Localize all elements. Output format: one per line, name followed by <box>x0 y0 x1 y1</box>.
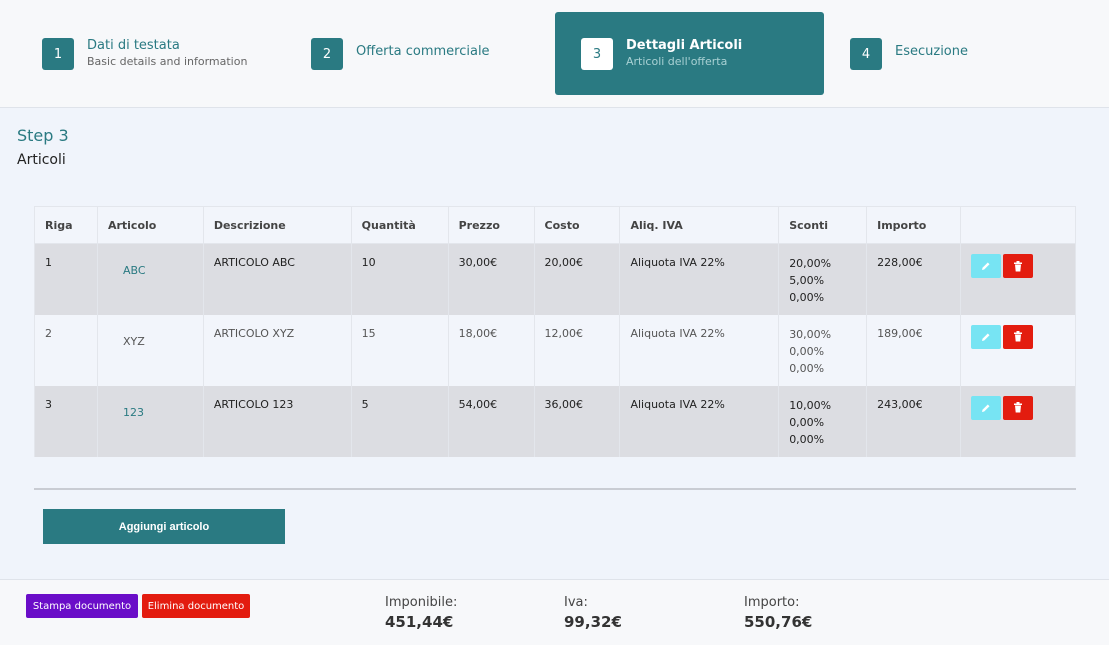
cell-sconti: 10,00% 0,00% 0,00% <box>778 385 868 457</box>
step-number: 1 <box>42 38 74 70</box>
imponibile-label: Imponibile: <box>385 595 458 610</box>
discount-value: 5,00% <box>789 274 825 287</box>
delete-button[interactable] <box>1003 324 1034 349</box>
stepper: 1 Dati di testata Basic details and info… <box>0 0 1109 108</box>
edit-button[interactable] <box>971 395 1002 420</box>
pencil-icon <box>982 404 990 412</box>
step-number: 2 <box>311 38 343 70</box>
header-costo: Costo <box>533 206 621 244</box>
cell-sconti: 30,00% 0,00% 0,00% <box>778 314 868 386</box>
print-document-button[interactable]: Stampa documento <box>26 594 138 618</box>
cell-actions <box>960 314 1076 386</box>
cell-actions <box>960 243 1076 315</box>
cell-descrizione: ARTICOLO ABC <box>202 243 352 315</box>
header-articolo: Articolo <box>96 206 204 244</box>
cell-prezzo: 30,00€ <box>447 243 535 315</box>
cell-articolo[interactable]: XYZ <box>96 314 204 386</box>
step-2[interactable]: 2 Offerta commerciale <box>300 12 540 95</box>
cell-quantita: 10 <box>350 243 449 315</box>
total-importo: Importo: 550,76€ <box>744 595 812 631</box>
step-number: 3 <box>581 38 613 70</box>
cell-descrizione: ARTICOLO 123 <box>202 385 352 457</box>
pencil-icon <box>982 333 990 341</box>
header-quantita: Quantità <box>350 206 449 244</box>
table-row: 1 ABC ARTICOLO ABC 10 30,00€ 20,00€ Aliq… <box>34 243 1076 315</box>
cell-quantita: 15 <box>350 314 449 386</box>
step-title: Dati di testata <box>87 38 180 53</box>
header-actions <box>960 206 1076 244</box>
importo-label: Importo: <box>744 595 800 610</box>
add-article-button[interactable]: Aggiungi articolo <box>43 509 285 544</box>
iva-value: 99,32€ <box>564 613 622 631</box>
step-title: Esecuzione <box>895 44 968 59</box>
discount-value: 0,00% <box>789 432 825 446</box>
divider <box>34 488 1076 490</box>
cell-importo: 243,00€ <box>866 385 962 457</box>
header-prezzo: Prezzo <box>447 206 535 244</box>
trash-icon <box>1014 402 1023 413</box>
step-subtitle: Basic details and information <box>87 55 248 68</box>
imponibile-value: 451,44€ <box>385 613 454 631</box>
step-heading: Step 3 <box>17 126 69 145</box>
discount-value: 20,00% <box>789 257 832 270</box>
cell-costo: 12,00€ <box>533 314 621 386</box>
header-iva: Aliq. IVA <box>619 206 780 244</box>
step-title: Dettagli Articoli <box>626 38 743 53</box>
edit-button[interactable] <box>971 254 1002 278</box>
cell-prezzo: 18,00€ <box>447 314 535 386</box>
cell-costo: 36,00€ <box>533 385 621 457</box>
discount-value: 10,00% <box>789 398 832 412</box>
discount-value: 0,00% <box>789 291 825 304</box>
section-title: Articoli <box>17 152 66 168</box>
header-sconti: Sconti <box>778 206 868 244</box>
cell-prezzo: 54,00€ <box>447 385 535 457</box>
discount-value: 30,00% <box>789 327 832 341</box>
trash-icon <box>1014 260 1023 271</box>
step-4[interactable]: 4 Esecuzione <box>840 12 1040 95</box>
discount-value: 0,00% <box>789 361 825 375</box>
cell-quantita: 5 <box>350 385 449 457</box>
iva-label: Iva: <box>564 595 588 610</box>
table-header-row: Riga Articolo Descrizione Quantità Prezz… <box>34 206 1076 244</box>
edit-button[interactable] <box>971 324 1002 349</box>
table-row: 3 123 ARTICOLO 123 5 54,00€ 36,00€ Aliqu… <box>34 385 1076 457</box>
cell-iva: Aliquota IVA 22% <box>619 314 780 386</box>
delete-button[interactable] <box>1003 395 1034 420</box>
importo-value: 550,76€ <box>744 613 813 631</box>
cell-importo: 189,00€ <box>866 314 962 386</box>
delete-document-button[interactable]: Elimina documento <box>142 594 250 618</box>
cell-articolo[interactable]: ABC <box>96 243 204 315</box>
discount-value: 0,00% <box>789 344 825 358</box>
total-imponibile: Imponibile: 451,44€ <box>385 595 457 631</box>
step-3[interactable]: 3 Dettagli Articoli Articoli dell'offert… <box>555 12 824 95</box>
cell-iva: Aliquota IVA 22% <box>619 243 780 315</box>
cell-riga: 2 <box>34 314 98 386</box>
pencil-icon <box>982 262 990 270</box>
cell-actions <box>960 385 1076 457</box>
cell-riga: 3 <box>34 385 98 457</box>
delete-button[interactable] <box>1003 254 1034 278</box>
header-descrizione: Descrizione <box>202 206 352 244</box>
cell-articolo[interactable]: 123 <box>96 385 204 457</box>
footer-bar: Stampa documento Elimina documento Impon… <box>0 579 1109 645</box>
total-iva: Iva: 99,32€ <box>564 595 622 631</box>
cell-costo: 20,00€ <box>533 243 621 315</box>
cell-riga: 1 <box>34 243 98 315</box>
cell-importo: 228,00€ <box>866 243 962 315</box>
step-subtitle: Articoli dell'offerta <box>626 55 728 68</box>
cell-sconti: 20,00% 5,00% 0,00% <box>778 243 868 315</box>
cell-descrizione: ARTICOLO XYZ <box>202 314 352 386</box>
header-importo: Importo <box>866 206 962 244</box>
table-row: 2 XYZ ARTICOLO XYZ 15 18,00€ 12,00€ Aliq… <box>34 314 1076 386</box>
header-riga: Riga <box>34 206 98 244</box>
step-number: 4 <box>850 38 882 70</box>
cell-iva: Aliquota IVA 22% <box>619 385 780 457</box>
trash-icon <box>1014 331 1023 342</box>
discount-value: 0,00% <box>789 415 825 429</box>
step-1[interactable]: 1 Dati di testata Basic details and info… <box>30 12 290 95</box>
articles-table: Riga Articolo Descrizione Quantità Prezz… <box>34 206 1076 457</box>
step-title: Offerta commerciale <box>356 44 490 59</box>
